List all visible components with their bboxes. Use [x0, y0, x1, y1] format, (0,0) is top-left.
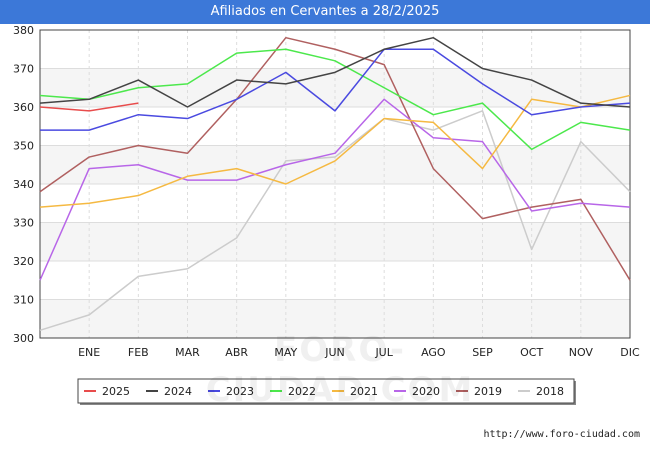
- legend-label-2022: 2022: [288, 385, 316, 398]
- y-tick-label: 340: [13, 178, 34, 191]
- x-tick-label: NOV: [569, 346, 594, 359]
- x-tick-label: SEP: [472, 346, 493, 359]
- y-tick-label: 330: [13, 217, 34, 230]
- y-tick-label: 360: [13, 101, 34, 114]
- y-tick-label: 370: [13, 63, 34, 76]
- x-tick-label: OCT: [520, 346, 543, 359]
- series-line-2024: [39, 36, 631, 108]
- legend-label-2025: 2025: [102, 385, 130, 398]
- series-line-2019: [39, 36, 631, 281]
- legend-label-2018: 2018: [536, 385, 564, 398]
- series-line-2020: [39, 98, 631, 281]
- series-line-2021: [39, 94, 631, 208]
- footer-url: http://www.foro-ciudad.com: [483, 429, 640, 440]
- plot-frame: [39, 29, 631, 339]
- x-tick-label: JUL: [374, 346, 393, 359]
- x-tick-label: AGO: [421, 346, 446, 359]
- series-line-2023: [40, 48, 631, 131]
- legend-label-2021: 2021: [350, 385, 378, 398]
- legend-label-2024: 2024: [164, 385, 192, 398]
- y-tick-label: 350: [13, 140, 34, 153]
- legend-label-2020: 2020: [412, 385, 440, 398]
- x-tick-label: ABR: [225, 346, 248, 359]
- chart-title: Afiliados en Cervantes a 28/2/2025: [0, 0, 650, 24]
- x-tick-label: MAY: [274, 346, 297, 359]
- x-tick-label: ENE: [78, 346, 100, 359]
- x-tick-label: JUN: [324, 346, 345, 359]
- legend-label-2023: 2023: [226, 385, 254, 398]
- series-line-2018: [39, 110, 631, 332]
- x-tick-label: FEB: [128, 346, 149, 359]
- legend-label-2019: 2019: [474, 385, 502, 398]
- legend-box: [77, 378, 575, 404]
- x-tick-label: MAR: [175, 346, 200, 359]
- y-tick-label: 320: [13, 255, 34, 268]
- x-tick-label: DIC: [620, 346, 640, 359]
- y-tick-label: 310: [13, 294, 34, 307]
- series-line-2022: [39, 48, 631, 151]
- y-tick-label: 300: [13, 332, 34, 345]
- y-tick-label: 380: [13, 24, 34, 37]
- series-line-2025: [39, 102, 139, 112]
